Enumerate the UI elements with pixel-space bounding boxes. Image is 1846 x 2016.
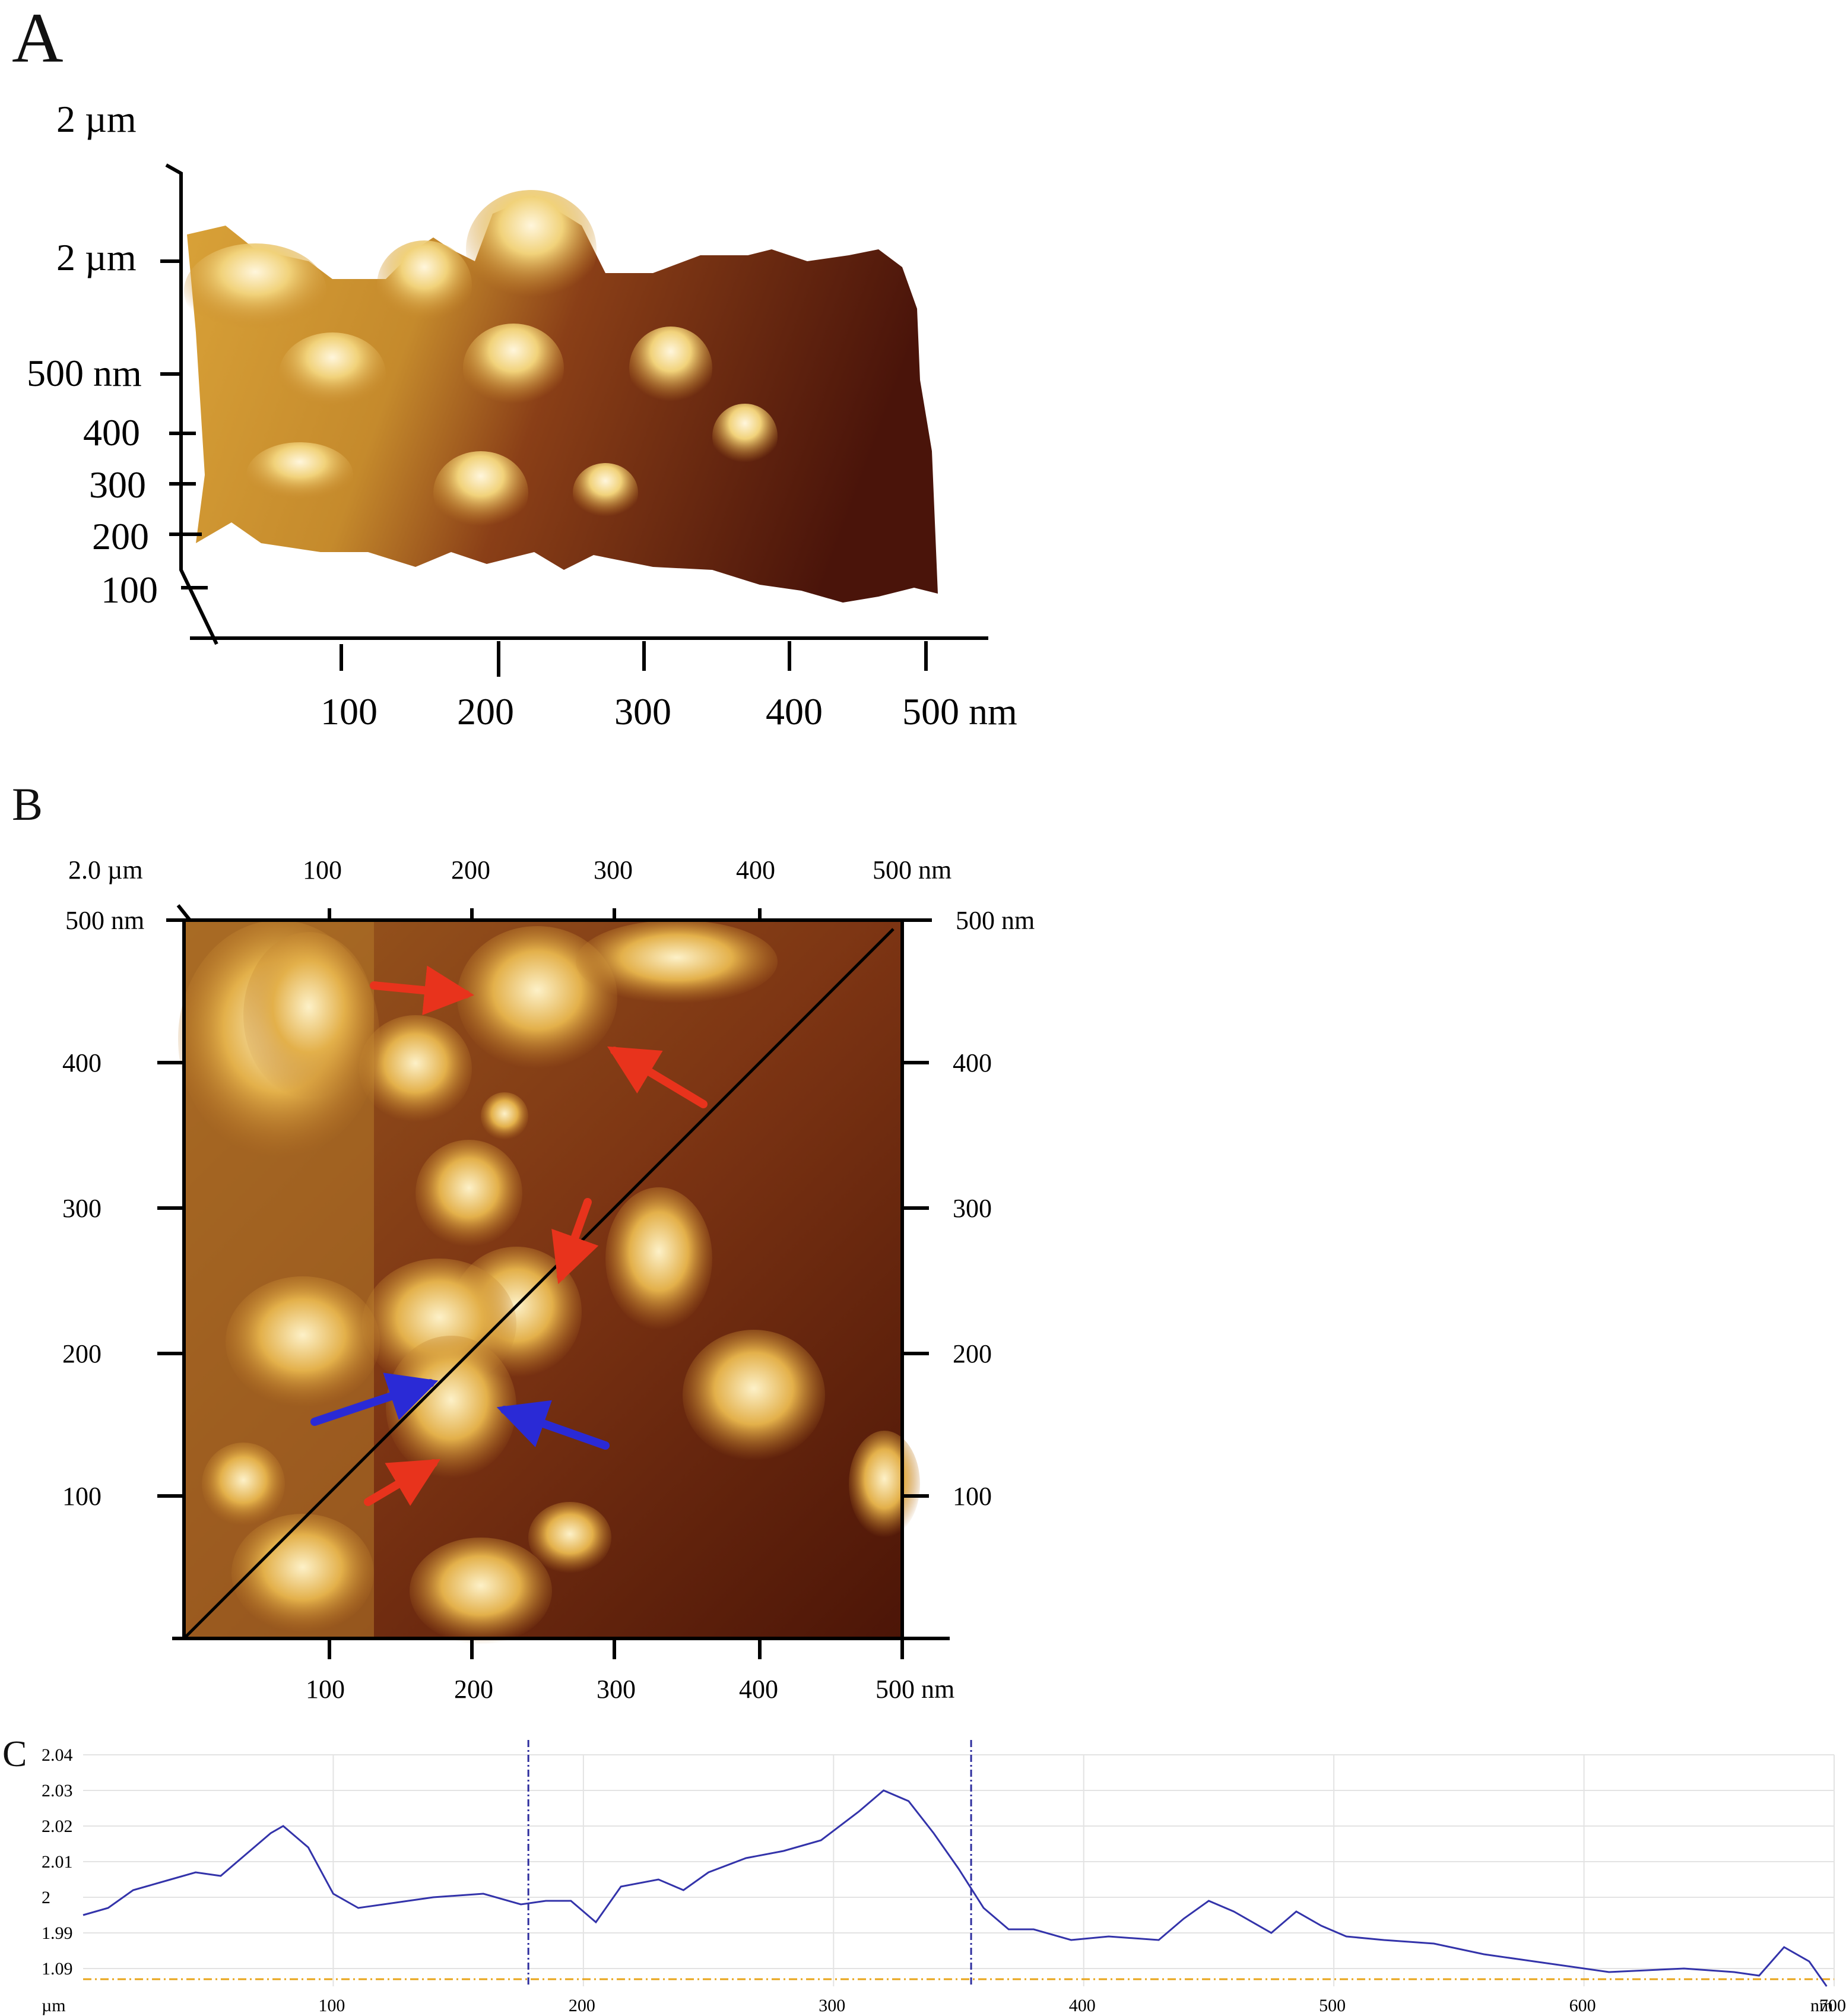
left-tick-label: 100 xyxy=(62,1482,102,1511)
top-tick-label: 100 xyxy=(303,855,342,885)
left-tick-label: 400 xyxy=(62,1048,102,1077)
x-axis-ticks: 100 200 300 400 500 600 700 xyxy=(318,1996,1846,2015)
surface-peak xyxy=(433,451,528,534)
z-tick-label: 500 nm xyxy=(27,352,142,394)
red-arrow xyxy=(370,965,474,1016)
surface-peak xyxy=(463,324,564,413)
y-tick-label: 2.04 xyxy=(42,1745,73,1765)
x-tick-label: 200 xyxy=(569,1996,595,2015)
height-scale-label: 2.0 µm xyxy=(68,855,143,885)
y-axis-label: µm xyxy=(42,1996,66,2015)
y-tick-label: 1.09 xyxy=(42,1959,73,1979)
z-tick-label: 100 xyxy=(101,569,158,611)
z-tick-label: 300 xyxy=(89,464,146,506)
top-tick-label: 500 nm xyxy=(873,855,951,885)
y-tick-label: 2.02 xyxy=(42,1817,73,1836)
surface-peak xyxy=(573,463,638,522)
panel-c-label: C xyxy=(2,1734,27,1774)
panel-a-3d-surface-plot: 2 µm 2 µm 500 nm 400 300 200 100 100 200… xyxy=(27,98,1017,733)
right-tick-label: 100 xyxy=(953,1482,992,1511)
x-tick-label: 700 xyxy=(1819,1996,1846,2015)
surface-peak xyxy=(184,243,326,338)
x-tick-label: 100 xyxy=(321,690,378,733)
blue-arrow xyxy=(310,1372,439,1426)
annotation-arrows xyxy=(310,965,708,1506)
right-tick-label: 200 xyxy=(953,1339,992,1368)
surface-peak xyxy=(377,240,472,329)
x-tick-label: 100 xyxy=(318,1996,345,2015)
z-tick-label: 2 µm xyxy=(56,236,137,278)
y-axis-ticks: 2.04 2.03 2.02 2.01 2 1.99 1.09 xyxy=(42,1745,73,1979)
bottom-tick-label: 400 xyxy=(739,1675,778,1704)
bottom-tick-label: 200 xyxy=(454,1675,493,1704)
x-tick-label: 400 xyxy=(766,690,823,733)
surface-peak xyxy=(279,332,386,416)
map-features xyxy=(178,920,920,1644)
y-tick-label: 1.99 xyxy=(42,1923,73,1943)
panel-b-topography-map: 2.0 µm 100 200 300 400 500 nm 500 nm 400… xyxy=(62,855,1035,1704)
panel-b-label: B xyxy=(12,778,43,830)
panel-a-axes xyxy=(160,163,988,677)
x-tick-label: 200 xyxy=(457,690,514,733)
x-tick-label: 600 xyxy=(1569,1996,1596,2015)
x-tick-label: 300 xyxy=(819,1996,845,2015)
left-tick-label: 200 xyxy=(62,1339,102,1368)
red-arrow xyxy=(364,1459,441,1506)
top-tick-label: 200 xyxy=(451,855,490,885)
bottom-tick-label: 100 xyxy=(306,1675,345,1704)
x-tick-label: 500 nm xyxy=(902,690,1017,733)
y-tick-label: 2.03 xyxy=(42,1781,73,1801)
y-tick-label: 2 xyxy=(42,1888,50,1907)
right-tick-label: 400 xyxy=(953,1048,992,1077)
surface-body xyxy=(187,196,938,603)
z-axis-top-label: 2 µm xyxy=(56,98,137,140)
surface-peak xyxy=(246,442,353,508)
series-line xyxy=(83,1789,1828,1987)
panel-a-label: A xyxy=(12,0,64,77)
left-tick-label: 500 nm xyxy=(65,906,144,935)
left-tick-label: 300 xyxy=(62,1194,102,1223)
top-tick-label: 400 xyxy=(736,855,775,885)
bottom-tick-label: 500 nm xyxy=(876,1675,954,1704)
surface-peak xyxy=(466,190,597,309)
x-tick-label: 400 xyxy=(1069,1996,1096,2015)
z-tick-label: 200 xyxy=(92,515,149,557)
top-tick-label: 300 xyxy=(594,855,633,885)
right-tick-label: 500 nm xyxy=(956,906,1035,935)
blue-arrow xyxy=(496,1400,610,1450)
profile-line xyxy=(183,928,895,1640)
z-tick-label: 400 xyxy=(83,411,140,454)
surface-peak xyxy=(712,404,778,469)
red-arrow xyxy=(551,1198,599,1285)
cursor-markers xyxy=(527,1740,972,1986)
surface-peak xyxy=(629,327,712,410)
x-tick-label: 300 xyxy=(614,690,671,733)
chart-grid xyxy=(83,1754,1835,1986)
panel-c-height-profile-chart: 2.04 2.03 2.02 2.01 2 1.99 1.09 100 200 300 400 50… xyxy=(42,1740,1846,2015)
right-tick-label: 300 xyxy=(953,1194,992,1223)
bottom-tick-label: 300 xyxy=(597,1675,636,1704)
y-tick-label: 2.01 xyxy=(42,1852,73,1872)
panel-b-axes xyxy=(157,904,950,1659)
x-tick-label: 500 xyxy=(1319,1996,1346,2015)
red-arrow xyxy=(607,1046,708,1108)
x-axis-label: nm xyxy=(1810,1996,1833,2015)
